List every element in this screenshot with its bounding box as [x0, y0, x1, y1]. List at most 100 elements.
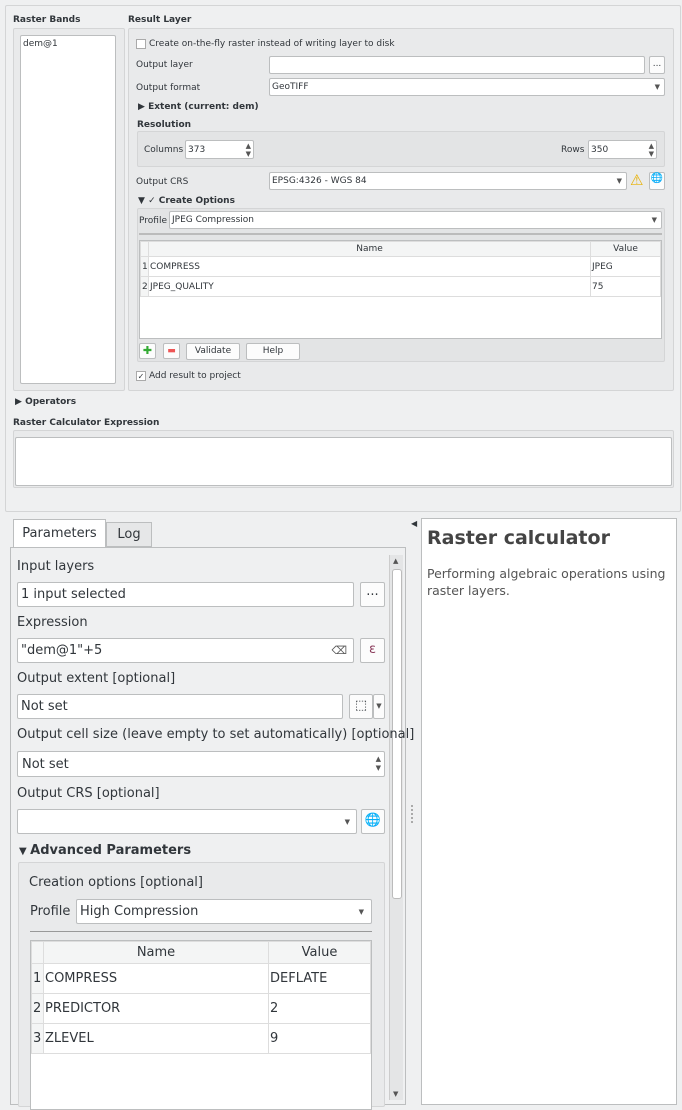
output-format-value: GeoTIFF — [272, 82, 309, 92]
triangle-down-icon: ▼ — [138, 196, 149, 206]
add-option-plus-icon[interactable]: ✚ — [139, 343, 156, 359]
chevron-down-icon: ▼ — [651, 216, 657, 224]
scroll-up-icon[interactable]: ▲ — [393, 557, 399, 565]
output-crs-select[interactable]: EPSG:4326 - WGS 84 ▼ — [269, 172, 627, 190]
column-header-name[interactable]: Name — [148, 241, 591, 257]
spin-arrows-icon[interactable]: ▲ ▼ — [648, 142, 654, 158]
profile-select[interactable]: High Compression ▼ — [76, 899, 372, 924]
option-value-cell[interactable]: DEFLATE — [268, 963, 371, 994]
tab-log[interactable]: Log — [106, 522, 152, 547]
create-options-collapsible[interactable]: ▼ ✓ Create Options — [138, 196, 235, 206]
rows-label: Rows — [561, 145, 585, 155]
column-header-value[interactable]: Value — [268, 941, 371, 964]
input-layers-browse-button[interactable]: ... — [360, 582, 385, 607]
columns-value: 373 — [188, 145, 206, 155]
extent-label: Extent (current: dem) — [148, 102, 259, 112]
output-crs-optional-label: Output CRS [optional] — [17, 786, 160, 801]
add-result-label: Add result to project — [149, 371, 241, 381]
remove-option-minus-icon[interactable]: ▬ — [163, 343, 180, 359]
triangle-right-icon: ▶ — [15, 397, 26, 407]
operators-collapsible[interactable]: ▶ Operators — [15, 397, 76, 407]
extent-collapsible[interactable]: ▶ Extent (current: dem) — [138, 102, 259, 112]
create-options-checkbox[interactable]: ✓ — [148, 196, 159, 206]
output-crs-optional-select[interactable]: ▼ — [17, 809, 357, 834]
help-description: Performing algebraic operations using ra… — [427, 566, 666, 598]
crs-selector-globe-icon[interactable]: 🌐 — [361, 809, 385, 834]
tab-parameters[interactable]: Parameters — [13, 519, 106, 548]
spin-arrows-icon[interactable]: ▲ ▼ — [245, 142, 251, 158]
help-panel: Raster calculator Performing algebraic o… — [421, 518, 677, 1105]
table-row[interactable]: 3 ZLEVEL 9 — [31, 1023, 371, 1054]
expression-input[interactable]: "dem@1"+5 ⌫ — [17, 638, 354, 663]
columns-spinbox[interactable]: 373 ▲ ▼ — [185, 140, 254, 159]
tab-log-label: Log — [117, 527, 141, 542]
profile-label: Profile — [30, 904, 71, 919]
help-title: Raster calculator — [427, 527, 610, 549]
input-layers-field[interactable]: 1 input selected — [17, 582, 354, 607]
table-row[interactable]: 1 COMPRESS JPEG — [140, 256, 661, 277]
output-extent-label: Output extent [optional] — [17, 671, 176, 686]
clear-icon[interactable]: ⌫ — [331, 644, 347, 657]
output-layer-input[interactable] — [269, 56, 645, 74]
expression-value: "dem@1"+5 — [21, 643, 103, 658]
rows-value: 350 — [591, 145, 609, 155]
spin-arrows-icon[interactable]: ▲ ▼ — [375, 755, 381, 772]
advanced-parameters-collapsible[interactable]: ▼ Advanced Parameters — [19, 843, 191, 858]
cell-size-spinbox[interactable]: Not set ▲ ▼ — [17, 751, 385, 777]
raster-bands-list[interactable]: dem@1 — [20, 35, 116, 384]
map-extent-select-cursor-icon[interactable]: ⬚ — [349, 694, 373, 719]
row-number: 1 — [140, 256, 149, 277]
collapse-arrow-icon[interactable]: ◀ — [411, 519, 418, 528]
expression-textarea[interactable] — [15, 437, 672, 486]
input-layers-label: Input layers — [17, 559, 95, 574]
output-layer-browse-button[interactable]: ... — [649, 56, 665, 74]
divider — [139, 233, 662, 235]
option-name-cell[interactable]: PREDICTOR — [43, 993, 269, 1024]
validate-button[interactable]: Validate — [186, 343, 240, 360]
row-number: 3 — [31, 1023, 44, 1054]
option-value-cell[interactable]: 75 — [590, 276, 661, 297]
table-row[interactable]: 2 PREDICTOR 2 — [31, 993, 371, 1024]
output-crs-value: EPSG:4326 - WGS 84 — [272, 176, 367, 186]
scroll-down-icon[interactable]: ▼ — [393, 1090, 399, 1098]
profile-select[interactable]: JPEG Compression ▼ — [169, 211, 662, 229]
option-value-cell[interactable]: 9 — [268, 1023, 371, 1054]
output-format-select[interactable]: GeoTIFF ▼ — [269, 78, 665, 96]
creation-options-table[interactable]: Name Value 1 COMPRESS DEFLATE 2 PREDICTOR 2 3 ZLE… — [30, 940, 372, 1110]
option-value-cell[interactable]: 2 — [268, 993, 371, 1024]
crs-selector-globe-icon[interactable]: 🌐 — [649, 172, 665, 190]
expression-title: Raster Calculator Expression — [13, 418, 160, 428]
option-name-cell[interactable]: COMPRESS — [43, 963, 269, 994]
option-name-cell[interactable]: COMPRESS — [148, 256, 591, 277]
chevron-down-icon: ▼ — [358, 908, 364, 916]
create-options-table[interactable]: Name Value 1 COMPRESS JPEG 2 JPEG_QUALITY 75 — [139, 240, 662, 339]
operators-label: Operators — [25, 397, 77, 407]
column-header-value[interactable]: Value — [590, 241, 661, 257]
raster-bands-title: Raster Bands — [13, 15, 81, 25]
scrollbar[interactable]: ▲ ▼ — [389, 555, 403, 1100]
option-name-cell[interactable]: ZLEVEL — [43, 1023, 269, 1054]
scrollbar-thumb[interactable] — [392, 569, 402, 899]
option-name-cell[interactable]: JPEG_QUALITY — [148, 276, 591, 297]
table-row[interactable]: 1 COMPRESS DEFLATE — [31, 963, 371, 994]
add-result-checkbox[interactable]: ✓ — [136, 371, 146, 381]
column-header-name[interactable]: Name — [43, 941, 269, 964]
triangle-down-icon: ▼ — [19, 846, 31, 857]
extent-menu-chevron-down-icon[interactable]: ▼ — [373, 694, 385, 719]
output-extent-input[interactable]: Not set — [17, 694, 343, 719]
columns-label: Columns — [144, 145, 184, 155]
help-button[interactable]: Help — [246, 343, 300, 360]
raster-band-item[interactable]: dem@1 — [23, 39, 58, 49]
on-the-fly-checkbox[interactable] — [136, 39, 146, 49]
option-value-cell[interactable]: JPEG — [590, 256, 661, 277]
expression-builder-epsilon-icon[interactable]: ε — [360, 638, 385, 663]
output-crs-label: Output CRS — [136, 177, 189, 187]
row-number: 2 — [140, 276, 149, 297]
splitter-handle[interactable] — [411, 805, 413, 823]
rows-spinbox[interactable]: 350 ▲ ▼ — [588, 140, 657, 159]
table-row[interactable]: 2 JPEG_QUALITY 75 — [140, 276, 661, 297]
result-layer-title: Result Layer — [128, 15, 192, 25]
chevron-down-icon: ▼ — [616, 177, 622, 185]
chevron-down-icon: ▼ — [654, 83, 660, 91]
create-options-label: Create Options — [158, 196, 235, 206]
